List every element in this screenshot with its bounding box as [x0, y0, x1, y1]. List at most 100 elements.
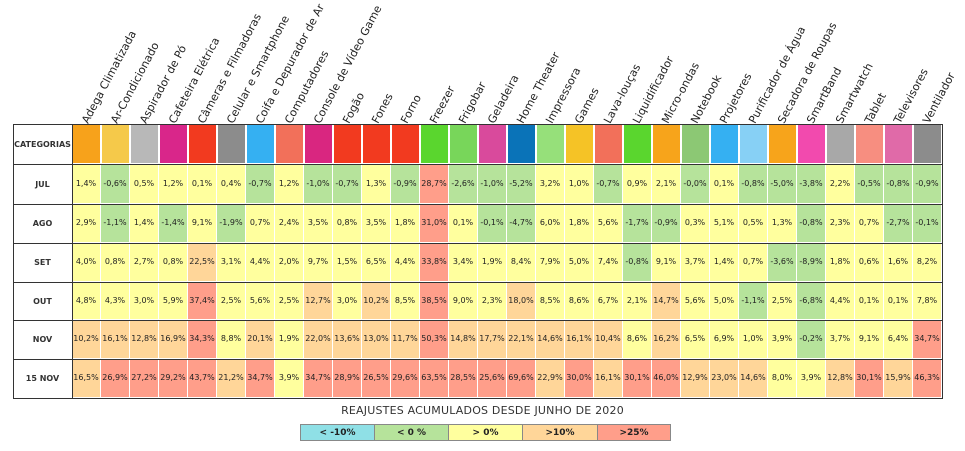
category-swatch	[710, 124, 739, 164]
heatmap-cell: 27,2%	[130, 359, 159, 398]
heatmap-cell: 0,5%	[739, 204, 768, 243]
heatmap-cell: -8,9%	[797, 243, 826, 282]
heatmap-cell: 1,5%	[333, 243, 362, 282]
heatmap-cell: -0,8%	[884, 164, 913, 204]
heatmap-cell: 8,6%	[623, 320, 652, 359]
heatmap-cell: 2,9%	[72, 204, 101, 243]
heatmap-cell: 0,8%	[159, 243, 188, 282]
heatmap-cell: -3,6%	[768, 243, 797, 282]
heatmap-cell: -1,1%	[739, 282, 768, 320]
heatmap-cell: 9,0%	[449, 282, 478, 320]
heatmap-cell: 25,6%	[478, 359, 507, 398]
heatmap-cell: 18,0%	[507, 282, 536, 320]
heatmap-cell: -1,9%	[217, 204, 246, 243]
heatmap-cell: 1,9%	[275, 320, 304, 359]
heatmap-cell: -0,9%	[652, 204, 681, 243]
category-swatch	[623, 124, 652, 164]
heatmap-cell: 4,4%	[246, 243, 275, 282]
heatmap-cell: 12,8%	[826, 359, 855, 398]
heatmap-cell: -0,6%	[101, 164, 130, 204]
heatmap-cell: 1,9%	[478, 243, 507, 282]
heatmap-cell: 1,4%	[130, 204, 159, 243]
row-label: 15 NOV	[25, 374, 60, 383]
heatmap-cell: 21,2%	[217, 359, 246, 398]
heatmap-cell: 37,4%	[188, 282, 217, 320]
legend-item: >25%	[597, 424, 671, 441]
heatmap-cell: 1,3%	[362, 164, 391, 204]
heatmap-cell: -0,9%	[391, 164, 420, 204]
category-swatch	[681, 124, 710, 164]
heatmap-cell: 22,9%	[536, 359, 565, 398]
category-swatch	[72, 124, 101, 164]
grid-line	[13, 243, 942, 244]
heatmap-cell: 46,0%	[652, 359, 681, 398]
corner-label: CATEGORIAS	[14, 139, 71, 149]
category-swatch	[420, 124, 449, 164]
heatmap-cell: 8,8%	[217, 320, 246, 359]
heatmap-cell: 6,4%	[884, 320, 913, 359]
heatmap-cell: -6,8%	[797, 282, 826, 320]
heatmap-cell: 16,5%	[72, 359, 101, 398]
heatmap-cell: -0,7%	[333, 164, 362, 204]
heatmap-cell: 0,1%	[188, 164, 217, 204]
category-swatch	[449, 124, 478, 164]
heatmap-cell: 26,5%	[362, 359, 391, 398]
heatmap-cell: 38,5%	[420, 282, 449, 320]
heatmap-cell: 3,9%	[275, 359, 304, 398]
heatmap-cell: 3,9%	[768, 320, 797, 359]
category-label: Fones	[369, 91, 396, 126]
heatmap-cell: 50,3%	[420, 320, 449, 359]
heatmap-cell: 22,5%	[188, 243, 217, 282]
heatmap-cell: -0,8%	[739, 164, 768, 204]
heatmap-cell: 2,7%	[130, 243, 159, 282]
heatmap-cell: 30,1%	[623, 359, 652, 398]
category-swatch	[246, 124, 275, 164]
heatmap-cell: 12,9%	[681, 359, 710, 398]
heatmap-cell: 0,7%	[739, 243, 768, 282]
heatmap-cell: 3,2%	[536, 164, 565, 204]
heatmap-cell: 2,5%	[217, 282, 246, 320]
heatmap-cell: 1,0%	[565, 164, 594, 204]
heatmap-cell: 3,7%	[826, 320, 855, 359]
category-swatch	[275, 124, 304, 164]
heatmap-cell: 1,8%	[565, 204, 594, 243]
grid-line	[942, 124, 943, 399]
heatmap-cell: 28,9%	[333, 359, 362, 398]
heatmap-cell: 22,1%	[507, 320, 536, 359]
grid-line	[13, 398, 942, 399]
heatmap-cell: 8,0%	[768, 359, 797, 398]
heatmap-cell: 6,0%	[536, 204, 565, 243]
category-swatch	[478, 124, 507, 164]
heatmap-cell: 0,1%	[449, 204, 478, 243]
category-label: Games	[572, 85, 602, 126]
heatmap-cell: 13,6%	[333, 320, 362, 359]
heatmap-cell: 10,2%	[362, 282, 391, 320]
heatmap-cell: 34,7%	[304, 359, 333, 398]
heatmap-cell: 16,1%	[101, 320, 130, 359]
chart-caption: REAJUSTES ACUMULADOS DESDE JUNHO DE 2020	[341, 404, 624, 417]
category-label: Forno	[398, 92, 425, 126]
heatmap-cell: 23,0%	[710, 359, 739, 398]
grid-line	[72, 124, 73, 399]
category-label: Tablet	[862, 90, 889, 126]
heatmap-cell: 29,6%	[391, 359, 420, 398]
heatmap-cell: 4,3%	[101, 282, 130, 320]
heatmap-cell: -2,7%	[884, 204, 913, 243]
heatmap-cell: 20,1%	[246, 320, 275, 359]
category-swatch	[739, 124, 768, 164]
heatmap-cell: -4,7%	[507, 204, 536, 243]
heatmap-cell: 33,8%	[420, 243, 449, 282]
heatmap-cell: 6,7%	[594, 282, 623, 320]
heatmap-cell: 3,4%	[449, 243, 478, 282]
heatmap-cell: 7,9%	[536, 243, 565, 282]
heatmap-cell: 1,4%	[710, 243, 739, 282]
grid-line	[13, 124, 942, 125]
heatmap-cell: 0,7%	[246, 204, 275, 243]
heatmap-cell: 14,8%	[449, 320, 478, 359]
grid-line	[13, 282, 942, 283]
heatmap-cell: 5,6%	[681, 282, 710, 320]
category-swatch	[884, 124, 913, 164]
category-swatch	[536, 124, 565, 164]
heatmap-cell: 34,3%	[188, 320, 217, 359]
heatmap-cell: 0,3%	[681, 204, 710, 243]
